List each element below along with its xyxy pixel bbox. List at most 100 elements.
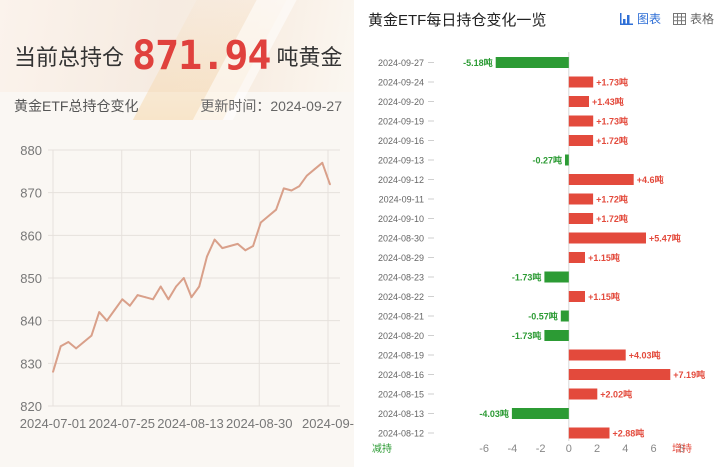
increase-bar bbox=[568, 291, 585, 302]
x-tick-label: 2024-09- bbox=[302, 416, 354, 431]
headline-prefix: 当前总持仓 bbox=[14, 45, 125, 70]
total-holdings-headline: 当前总持仓 871.94 吨黄金 bbox=[14, 32, 343, 78]
category-label: 2024-08-19 bbox=[378, 351, 424, 361]
category-label: 2024-08-29 bbox=[378, 253, 424, 263]
x-tick-label: 0 bbox=[566, 443, 572, 455]
daily-change-bar-chart[interactable]: 2024-09-27 -5.18吨 2024-09-24 +1.73吨 2024-09-… bbox=[362, 44, 726, 467]
holdings-point bbox=[75, 347, 77, 350]
holdings-point bbox=[121, 298, 124, 301]
y-tick-label: 870 bbox=[20, 186, 42, 201]
category-label: 2024-08-20 bbox=[378, 331, 424, 341]
bar-value-label: +4.03吨 bbox=[629, 350, 661, 361]
bar-chart-icon bbox=[619, 12, 633, 25]
increase-bar bbox=[568, 369, 671, 380]
category-label: 2024-08-12 bbox=[378, 429, 424, 439]
increase-bar bbox=[568, 174, 634, 185]
category-label: 2024-09-13 bbox=[378, 156, 424, 166]
increase-bar bbox=[568, 252, 585, 263]
line-chart-title: 黄金ETF总持仓变化 bbox=[14, 98, 139, 114]
holdings-point bbox=[252, 245, 255, 247]
holdings-point bbox=[67, 341, 70, 343]
tab-chart[interactable]: 图表 bbox=[619, 10, 661, 27]
x-tick-label: 8 bbox=[679, 443, 685, 455]
x-tick-label: 2024-08-30 bbox=[226, 416, 293, 431]
decrease-bar bbox=[544, 271, 569, 283]
holdings-point bbox=[98, 311, 101, 313]
holdings-point bbox=[167, 298, 170, 301]
holdings-point bbox=[206, 255, 208, 258]
holdings-point bbox=[82, 341, 85, 343]
category-label: 2024-09-24 bbox=[378, 78, 424, 88]
y-tick-label: 830 bbox=[20, 356, 42, 371]
holdings-point bbox=[190, 296, 193, 299]
category-label: 2024-08-16 bbox=[378, 370, 424, 380]
bar-value-label: +1.72吨 bbox=[596, 213, 628, 224]
holdings-point bbox=[129, 304, 131, 307]
category-label: 2024-09-19 bbox=[378, 117, 424, 127]
increase-bar bbox=[568, 193, 594, 205]
tab-chart-label: 图表 bbox=[636, 12, 661, 26]
y-tick-label: 840 bbox=[20, 314, 42, 329]
holdings-point bbox=[159, 285, 162, 288]
increase-bar bbox=[568, 135, 594, 146]
x-tick-label: -4 bbox=[508, 443, 518, 455]
increase-bar bbox=[568, 115, 594, 127]
holdings-point bbox=[221, 247, 224, 249]
increase-bar bbox=[568, 213, 594, 224]
y-tick-label: 860 bbox=[20, 228, 42, 243]
holdings-point bbox=[298, 185, 301, 188]
bar-value-label: +7.19吨 bbox=[673, 369, 705, 380]
holdings-point bbox=[136, 294, 139, 296]
bar-value-label: +1.73吨 bbox=[596, 116, 628, 127]
bar-value-label: +1.15吨 bbox=[588, 252, 620, 263]
holdings-point bbox=[213, 238, 216, 241]
holdings-point bbox=[290, 189, 293, 192]
holdings-point bbox=[244, 249, 247, 252]
y-tick-label: 820 bbox=[20, 399, 42, 414]
holdings-point bbox=[198, 285, 201, 288]
category-label: 2024-09-11 bbox=[379, 195, 424, 205]
bar-value-label: -1.73吨 bbox=[512, 272, 542, 283]
bar-value-label: +2.88吨 bbox=[613, 428, 645, 439]
holdings-point bbox=[236, 243, 239, 245]
holdings-point bbox=[267, 215, 270, 217]
y-tick-label: 880 bbox=[20, 143, 42, 158]
category-label: 2024-08-13 bbox=[378, 409, 424, 419]
increase-bar bbox=[568, 388, 598, 400]
holdings-point bbox=[313, 168, 316, 171]
decrease-bar bbox=[544, 330, 569, 341]
x-tick-label: 2024-08-13 bbox=[157, 416, 224, 431]
daily-change-panel: 黄金ETF每日持仓变化一览 图表 表格 2024-09-27 -5.18吨 2024… bbox=[362, 0, 726, 467]
table-icon bbox=[672, 12, 686, 25]
bar-value-label: +1.43吨 bbox=[592, 96, 624, 107]
tab-table[interactable]: 表格 bbox=[672, 10, 714, 27]
view-tabs: 图表 表格 bbox=[619, 10, 714, 27]
update-time: 更新时间：2024-09-27 bbox=[200, 98, 342, 114]
decrease-bar bbox=[495, 57, 569, 68]
holdings-line-chart[interactable]: 820 830 840 850 860 870 880 2024-07-01 2024-07-2… bbox=[0, 130, 354, 467]
holdings-point bbox=[259, 221, 262, 224]
holdings-point bbox=[113, 309, 116, 311]
bar-value-label: +1.72吨 bbox=[596, 135, 628, 146]
decrease-bar bbox=[511, 408, 569, 419]
holdings-point bbox=[59, 345, 62, 348]
x-tick-label: 6 bbox=[650, 443, 656, 455]
holdings-point bbox=[282, 187, 285, 190]
category-label: 2024-08-21 bbox=[378, 312, 424, 322]
x-tick-label: 2024-07-25 bbox=[89, 416, 156, 431]
total-holdings-value: 871.94 bbox=[132, 33, 271, 79]
bar-value-label: -0.57吨 bbox=[528, 311, 558, 322]
category-label: 2024-09-27 bbox=[378, 58, 424, 68]
category-label: 2024-08-23 bbox=[378, 273, 424, 283]
increase-bar bbox=[568, 427, 610, 439]
category-label: 2024-09-10 bbox=[378, 214, 424, 224]
bar-value-label: +1.15吨 bbox=[588, 291, 620, 302]
holdings-point bbox=[144, 296, 147, 299]
category-label: 2024-09-12 bbox=[378, 175, 424, 185]
increase-axis-label: 增持 bbox=[672, 442, 692, 455]
holdings-point bbox=[152, 298, 154, 301]
bar-value-label: +2.02吨 bbox=[600, 389, 632, 400]
holdings-point bbox=[52, 371, 54, 373]
holdings-point bbox=[175, 285, 178, 288]
bar-value-label: -5.18吨 bbox=[463, 57, 493, 68]
